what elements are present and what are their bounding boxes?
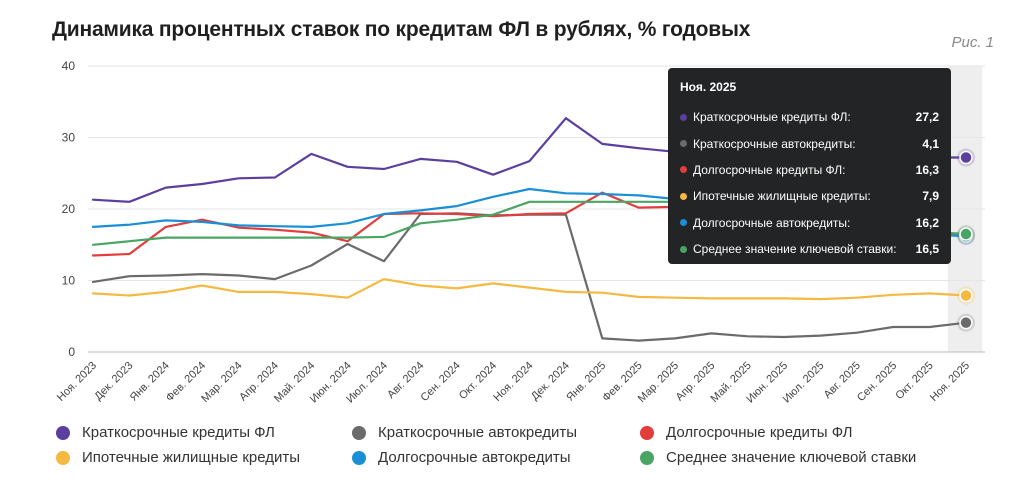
highlight-point-1 [959, 315, 973, 330]
legend-label: Долгосрочные кредиты ФЛ [666, 424, 853, 441]
tooltip-row: Краткосрочные автокредиты: 4,1 [680, 130, 939, 156]
tooltip-title: Ноя. 2025 [680, 80, 737, 94]
legend-item[interactable]: Долгосрочные автокредиты [352, 449, 571, 466]
y-tick-label: 20 [62, 202, 76, 216]
legend-item[interactable]: Краткосрочные автокредиты [352, 424, 577, 441]
legend-dot-icon [352, 425, 366, 440]
legend-item[interactable]: Долгосрочные кредиты ФЛ [640, 424, 852, 441]
tooltip-value: 4,1 [922, 136, 939, 151]
figure-label: Рис. 1 [951, 34, 994, 51]
tooltip-dot-icon [680, 192, 687, 200]
legend-item[interactable]: Краткосрочные кредиты ФЛ [56, 424, 275, 441]
tooltip-row: Долгосрочные кредиты ФЛ: 16,3 [680, 157, 939, 183]
highlight-point-0 [959, 150, 973, 165]
tooltip-dot-icon [680, 166, 687, 174]
x-tick-label: Ноя. 2024 [491, 360, 535, 404]
legend-item[interactable]: Ипотечные жилищные кредиты [56, 449, 300, 466]
tooltip-value: 7,9 [922, 189, 939, 204]
highlight-point-5 [959, 227, 973, 241]
tooltip-label: Краткосрочные автокредиты: [693, 136, 856, 151]
legend-label: Краткосрочные автокредиты [378, 424, 578, 441]
series-line-3 [91, 278, 968, 301]
tooltip-dot-icon [680, 113, 687, 121]
chart-tooltip: Ноя. 2025 Краткосрочные кредиты ФЛ: 27,2 К… [668, 68, 951, 264]
legend-label: Долгосрочные автокредиты [378, 449, 571, 466]
x-tick-label: Сен. 2024 [419, 360, 463, 404]
y-tick-label: 40 [62, 59, 76, 73]
tooltip-row: Краткосрочные кредиты ФЛ: 27,2 [680, 104, 939, 130]
legend-dot-icon [56, 425, 70, 440]
tooltip-value: 27,2 [915, 110, 939, 125]
highlight-point-3 [959, 288, 973, 303]
legend-dot-icon [56, 450, 70, 465]
y-tick-label: 30 [62, 131, 76, 145]
legend-item[interactable]: Среднее значение ключевой ставки [640, 449, 916, 466]
x-tick-label: Ноя. 2023 [55, 360, 99, 404]
legend-label: Среднее значение ключевой ставки [666, 449, 917, 466]
x-tick-label: Ноя. 2025 [928, 360, 972, 404]
tooltip-label: Краткосрочные кредиты ФЛ: [693, 110, 851, 125]
tooltip-row: Долгосрочные автокредиты: 16,2 [680, 210, 939, 236]
tooltip-value: 16,2 [915, 215, 939, 230]
legend-dot-icon [640, 450, 654, 465]
legend-label: Ипотечные жилищные кредиты [82, 449, 301, 466]
legend-dot-icon [640, 425, 654, 440]
tooltip-value: 16,5 [915, 242, 939, 257]
tooltip-dot-icon [680, 140, 687, 148]
x-tick-label: Сен. 2025 [855, 360, 899, 404]
legend-dot-icon [352, 450, 366, 465]
tooltip-label: Ипотечные жилищные кредиты: [693, 189, 871, 204]
tooltip-label: Среднее значение ключевой ставки: [693, 242, 897, 257]
tooltip-dot-icon [680, 219, 687, 227]
tooltip-dot-icon [680, 245, 687, 253]
tooltip-label: Долгосрочные кредиты ФЛ: [693, 162, 846, 177]
tooltip-value: 16,3 [915, 162, 939, 177]
tooltip-row: Среднее значение ключевой ставки: 16,5 [680, 236, 939, 262]
y-tick-label: 10 [62, 274, 76, 288]
tooltip-label: Долгосрочные автокредиты: [693, 215, 851, 230]
tooltip-row: Ипотечные жилищные кредиты: 7,9 [680, 183, 939, 209]
y-tick-label: 0 [68, 345, 75, 359]
chart-title: Динамика процентных ставок по кредитам Ф… [52, 18, 751, 41]
legend-label: Краткосрочные кредиты ФЛ [82, 424, 275, 441]
